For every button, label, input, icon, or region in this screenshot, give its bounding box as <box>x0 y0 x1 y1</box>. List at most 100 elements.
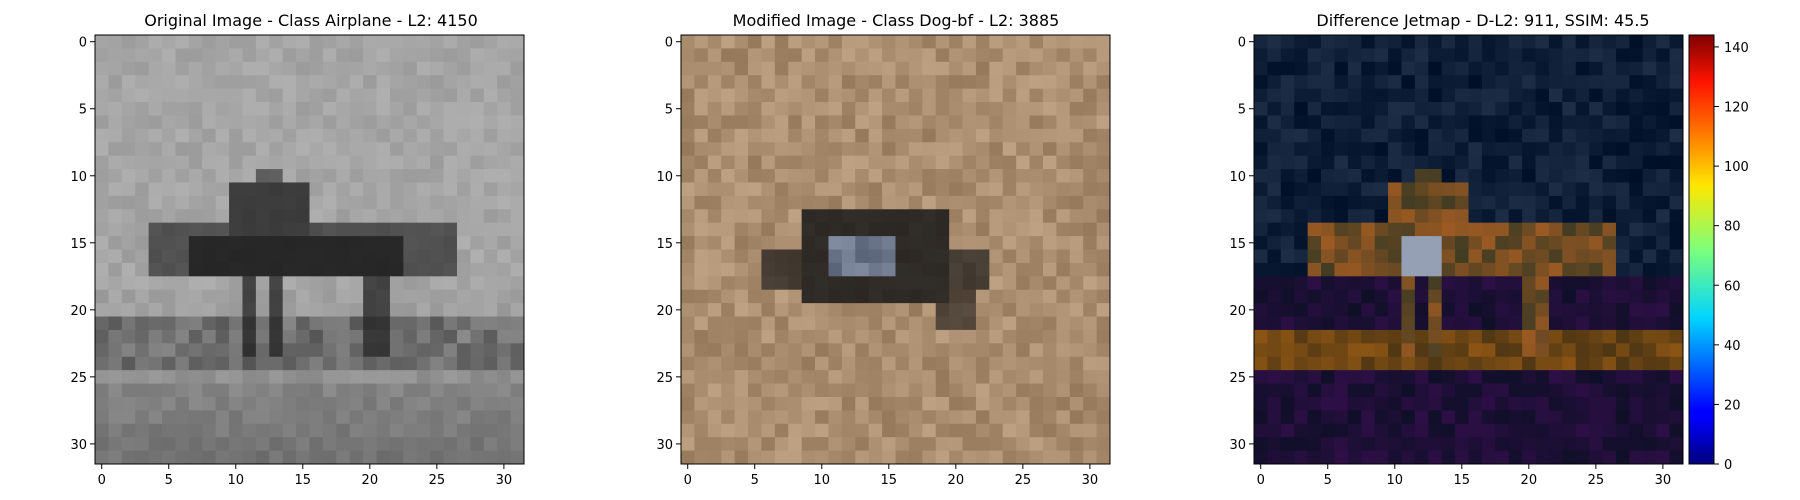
image-pixel <box>868 169 883 183</box>
image-pixel <box>282 209 297 224</box>
image-pixel <box>1589 35 1603 49</box>
image-pixel <box>962 48 977 63</box>
image-pixel <box>1401 450 1416 465</box>
image-pixel <box>1481 222 1496 237</box>
image-pixel <box>309 128 324 143</box>
image-pixel <box>1321 35 1335 49</box>
image-pixel <box>1042 102 1057 116</box>
x-tick-label: 30 <box>1655 473 1672 488</box>
image-pixel <box>949 142 963 157</box>
image-pixel <box>828 329 843 344</box>
image-pixel <box>108 423 123 438</box>
image-pixel <box>1267 343 1282 358</box>
image-pixel <box>1535 329 1550 344</box>
image-pixel <box>1508 61 1523 76</box>
image-pixel <box>1669 356 1684 371</box>
image-pixel <box>1069 423 1084 438</box>
image-pixel <box>296 450 310 465</box>
image-pixel <box>1589 169 1603 183</box>
image-pixel <box>1441 383 1456 398</box>
image-pixel <box>1347 222 1362 237</box>
image-pixel <box>721 396 736 411</box>
image-pixel <box>882 88 896 103</box>
image-pixel <box>1002 410 1017 425</box>
modified-axes-frame <box>680 34 1111 465</box>
image-pixel <box>882 195 896 210</box>
image-pixel <box>108 370 123 384</box>
image-pixel <box>1522 142 1536 157</box>
image-pixel <box>1388 383 1402 398</box>
image-pixel <box>1069 102 1084 116</box>
image-pixel <box>935 316 950 331</box>
image-pixel <box>1029 236 1044 250</box>
image-pixel <box>1642 182 1657 197</box>
image-pixel <box>1548 437 1563 451</box>
image-pixel <box>1280 262 1295 277</box>
image-pixel <box>1669 303 1684 317</box>
image-pixel <box>376 383 391 398</box>
image-pixel <box>269 316 284 331</box>
image-pixel <box>841 35 856 49</box>
x-tick-label: 20 <box>1521 473 1538 488</box>
image-pixel <box>1016 169 1030 183</box>
image-pixel <box>1615 450 1630 465</box>
image-pixel <box>1016 209 1030 224</box>
image-pixel <box>1347 209 1362 224</box>
image-pixel <box>1388 209 1402 224</box>
image-pixel <box>1374 115 1389 130</box>
image-pixel <box>376 75 391 90</box>
image-pixel <box>376 209 391 224</box>
image-pixel <box>1468 356 1483 371</box>
image-pixel <box>1069 396 1084 411</box>
image-pixel <box>1495 182 1510 197</box>
image-pixel <box>403 316 418 331</box>
image-pixel <box>1656 128 1670 143</box>
image-pixel <box>1468 276 1483 291</box>
image-pixel <box>935 437 950 451</box>
image-pixel <box>1455 61 1469 76</box>
image-pixel <box>1002 75 1017 90</box>
image-pixel <box>376 169 391 183</box>
image-pixel <box>1522 209 1536 224</box>
image-pixel <box>1589 75 1603 90</box>
image-pixel <box>1029 48 1044 63</box>
image-pixel <box>95 128 109 143</box>
image-pixel <box>1388 423 1402 438</box>
image-pixel <box>95 88 109 103</box>
image-pixel <box>788 128 803 143</box>
image-pixel <box>322 182 337 197</box>
image-pixel <box>1016 289 1030 304</box>
image-pixel <box>363 410 377 425</box>
image-pixel <box>1441 209 1456 224</box>
image-pixel <box>510 343 525 358</box>
image-pixel <box>389 450 404 465</box>
image-pixel <box>1428 383 1443 398</box>
image-pixel <box>748 316 762 331</box>
image-pixel <box>1428 195 1443 210</box>
image-pixel <box>949 195 963 210</box>
image-pixel <box>815 195 829 210</box>
image-pixel <box>1347 236 1362 250</box>
image-pixel <box>162 343 176 358</box>
image-pixel <box>1388 437 1402 451</box>
image-pixel <box>774 155 789 170</box>
image-pixel <box>309 262 324 277</box>
image-pixel <box>1029 182 1044 197</box>
image-pixel <box>255 142 270 157</box>
image-pixel <box>443 222 458 237</box>
image-pixel <box>707 437 722 451</box>
image-pixel <box>788 102 803 116</box>
image-pixel <box>815 155 829 170</box>
image-pixel <box>1414 48 1429 63</box>
image-pixel <box>1642 236 1657 250</box>
image-pixel <box>1468 115 1483 130</box>
image-pixel <box>1615 303 1630 317</box>
image-pixel <box>483 276 498 291</box>
image-pixel <box>322 289 337 304</box>
image-pixel <box>935 48 950 63</box>
image-pixel <box>363 437 377 451</box>
image-pixel <box>108 316 123 331</box>
image-pixel <box>1441 343 1456 358</box>
image-pixel <box>895 383 910 398</box>
